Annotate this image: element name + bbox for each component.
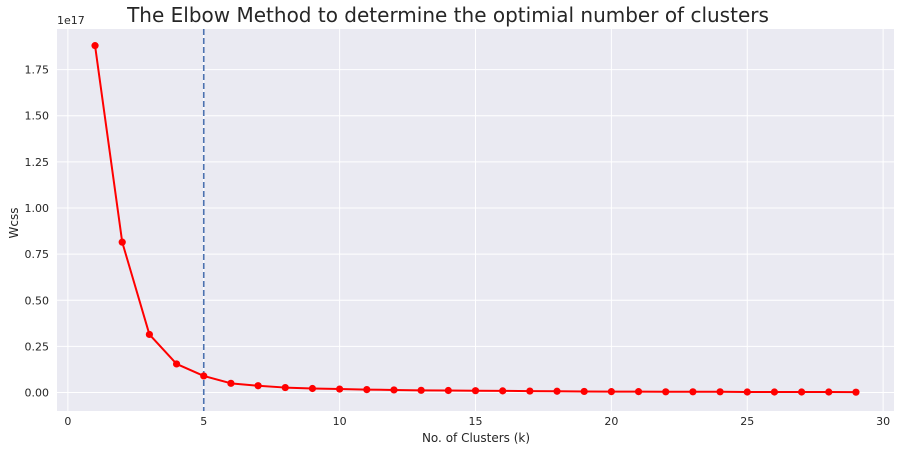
data-point: [526, 387, 534, 395]
x-tick-label: 15: [469, 415, 483, 428]
data-point: [662, 388, 670, 396]
y-tick-label: 0.25: [25, 340, 50, 353]
y-tick-label: 0.50: [25, 294, 50, 307]
series-layer: [91, 42, 860, 396]
data-point: [852, 388, 860, 396]
data-point: [798, 388, 806, 396]
data-point: [716, 388, 724, 396]
x-tick-label: 20: [604, 415, 618, 428]
x-tick-labels: 0 5 10 15 20 25 30: [64, 415, 890, 428]
data-point: [825, 388, 833, 396]
data-point: [444, 386, 452, 395]
data-point: [390, 386, 398, 394]
data-point: [553, 387, 561, 395]
data-point: [254, 382, 262, 390]
y-tick-label: 1.75: [25, 64, 50, 77]
data-point: [200, 372, 208, 380]
y-tick-label: 1.50: [25, 110, 50, 123]
data-point: [417, 386, 425, 394]
y-tick-label: 1.00: [25, 202, 50, 215]
y-tick-label: 1.25: [25, 156, 50, 169]
x-axis-label: No. of Clusters (k): [422, 431, 530, 445]
chart-title: The Elbow Method to determine the optimi…: [126, 3, 769, 27]
y-axis-label: Wcss: [7, 208, 21, 239]
y-tick-label: 0.00: [25, 387, 50, 400]
data-point: [118, 238, 126, 246]
x-tick-label: 5: [200, 415, 207, 428]
data-point: [336, 385, 344, 393]
x-tick-label: 10: [333, 415, 347, 428]
data-point: [471, 387, 480, 395]
data-point: [580, 387, 588, 396]
data-point: [634, 388, 643, 396]
y-tick-label: 0.75: [25, 248, 50, 261]
data-point: [91, 42, 99, 50]
data-point: [172, 360, 181, 368]
x-tick-label: 0: [64, 415, 71, 428]
y-gridlines: [57, 69, 894, 394]
x-tick-label: 30: [876, 415, 890, 428]
x-tick-label: 25: [740, 415, 754, 428]
data-point: [499, 387, 507, 395]
data-point: [145, 330, 153, 339]
data-point: [770, 388, 779, 396]
data-point: [363, 385, 371, 394]
data-point: [743, 388, 751, 396]
data-point: [689, 388, 697, 396]
data-point: [227, 379, 235, 387]
y-offset-label: 1e17: [57, 14, 85, 27]
data-point: [607, 388, 615, 396]
y-tick-labels: 0.00 0.25 0.50 0.75 1.00 1.25 1.50 1.75: [25, 64, 50, 400]
data-point: [308, 384, 317, 393]
data-point: [281, 383, 289, 392]
